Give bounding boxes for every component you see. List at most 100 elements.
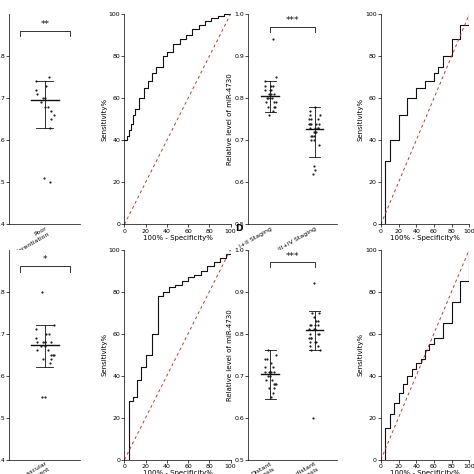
Point — [265, 90, 273, 98]
Point — [269, 36, 276, 43]
Y-axis label: Sensitivity%: Sensitivity% — [101, 333, 107, 376]
Point — [305, 326, 313, 333]
Point — [41, 103, 48, 110]
Point — [263, 94, 271, 102]
Point — [265, 368, 273, 375]
Point — [315, 343, 322, 350]
Point — [46, 179, 54, 186]
Point — [265, 111, 273, 119]
Point — [264, 346, 272, 354]
Point — [47, 351, 55, 358]
Point — [32, 334, 40, 342]
Point — [272, 73, 280, 81]
Point — [315, 330, 323, 337]
Point — [308, 120, 315, 128]
Point — [307, 132, 314, 140]
Point — [41, 343, 48, 350]
Point — [306, 330, 314, 337]
Point — [264, 372, 272, 380]
Point — [32, 78, 39, 85]
Point — [267, 359, 275, 367]
Point — [50, 111, 58, 119]
Point — [47, 338, 55, 346]
Point — [50, 321, 57, 329]
Point — [308, 321, 315, 329]
Point — [315, 116, 322, 123]
Point — [41, 338, 48, 346]
Point — [308, 334, 315, 342]
Point — [308, 137, 315, 144]
Point — [305, 334, 313, 342]
Text: **: ** — [40, 20, 49, 29]
Point — [263, 355, 271, 363]
Point — [272, 103, 279, 110]
Point — [270, 103, 278, 110]
Text: *: * — [43, 255, 47, 264]
Point — [267, 82, 275, 90]
Point — [312, 120, 320, 128]
Point — [312, 128, 320, 136]
Point — [305, 116, 313, 123]
Point — [311, 103, 319, 110]
Point — [261, 364, 269, 371]
Point — [311, 338, 319, 346]
Point — [305, 120, 313, 128]
Point — [266, 94, 274, 102]
Point — [37, 343, 45, 350]
Point — [50, 351, 58, 358]
Point — [261, 78, 268, 85]
Point — [261, 82, 269, 90]
Point — [264, 94, 272, 102]
Point — [314, 330, 322, 337]
Point — [267, 90, 275, 98]
Point — [312, 338, 320, 346]
Point — [39, 355, 47, 363]
Point — [310, 280, 318, 287]
Point — [311, 128, 319, 136]
Point — [308, 334, 315, 342]
Point — [268, 94, 276, 102]
Point — [310, 128, 318, 136]
Point — [309, 414, 317, 421]
Y-axis label: Relative level of miR-4730: Relative level of miR-4730 — [227, 73, 233, 165]
Point — [270, 107, 277, 115]
Y-axis label: Relative level of miR-4730: Relative level of miR-4730 — [227, 309, 233, 401]
X-axis label: 100% - Specificity%: 100% - Specificity% — [390, 235, 460, 241]
Point — [311, 326, 319, 333]
Point — [270, 389, 277, 396]
Point — [262, 99, 269, 106]
Point — [314, 317, 322, 325]
Point — [32, 86, 40, 94]
Point — [270, 368, 278, 375]
Point — [316, 309, 323, 317]
Point — [42, 82, 50, 90]
Point — [308, 132, 316, 140]
Point — [270, 380, 278, 388]
Point — [312, 317, 320, 325]
Point — [266, 368, 274, 375]
Point — [270, 384, 278, 392]
Point — [306, 343, 313, 350]
Point — [42, 393, 49, 401]
Point — [46, 330, 53, 337]
Point — [261, 355, 268, 363]
Point — [46, 359, 54, 367]
X-axis label: 100% - Specificity%: 100% - Specificity% — [143, 235, 212, 241]
Point — [266, 86, 274, 94]
Point — [262, 376, 269, 384]
Point — [39, 338, 46, 346]
Point — [308, 309, 316, 317]
Point — [44, 346, 52, 354]
Point — [310, 313, 318, 320]
Point — [306, 107, 313, 115]
Point — [272, 351, 280, 358]
Point — [266, 372, 274, 380]
Point — [316, 346, 324, 354]
Text: ***: *** — [286, 252, 299, 261]
Point — [39, 94, 46, 102]
Point — [46, 124, 54, 131]
Point — [47, 355, 55, 363]
X-axis label: 100% - Specificity%: 100% - Specificity% — [143, 470, 212, 474]
Point — [272, 380, 280, 388]
Point — [39, 393, 46, 401]
